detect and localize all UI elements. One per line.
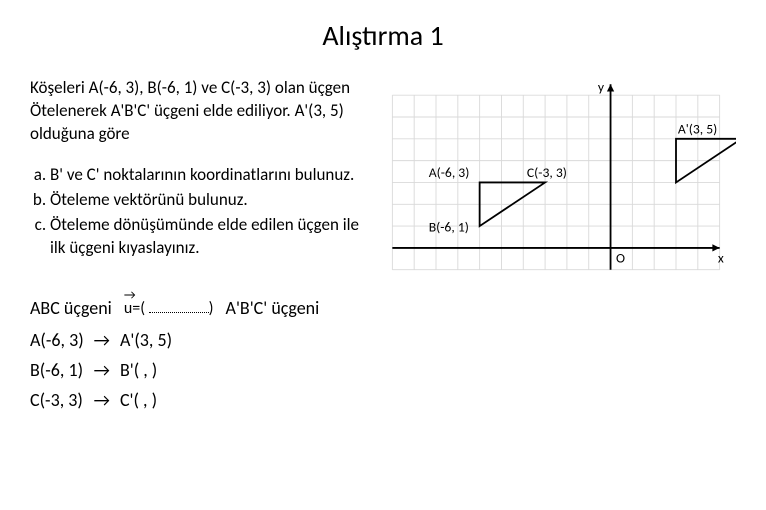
table-row: B(-6, 1) → B'( , ) [30, 355, 182, 385]
map-dst: B'( , ) [120, 355, 182, 385]
table-row: A(-6, 3) → A'(3, 5) [30, 325, 182, 355]
map-src: A(-6, 3) [30, 325, 94, 355]
translation-vector: → u=( ) [124, 299, 214, 318]
mapping-section: ABC üçgeni → u=( ) A'B'C' üçgeni A(-6, 3… [0, 277, 766, 415]
map-arrow-icon: → [94, 385, 120, 415]
question-a: B' ve C' noktalarının koordinatlarını bu… [50, 164, 376, 187]
intro-text: Köşeleri A(-6, 3), B(-6, 1) ve C(-3, 3) … [30, 77, 376, 146]
coordinate-diagram: y x O A(-6, 3) B(-6, 1) C(-3, 3) A'(3, 5) [376, 77, 736, 277]
mapping-table: A(-6, 3) → A'(3, 5) B(-6, 1) → B'( , ) C… [30, 325, 182, 415]
svg-text:y: y [598, 79, 605, 96]
table-row: C(-3, 3) → C'( , ) [30, 385, 182, 415]
svg-text:C(-3, 3): C(-3, 3) [527, 164, 567, 181]
dst-header: A'B'C' üçgeni [226, 297, 320, 319]
map-src: C(-3, 3) [30, 385, 94, 415]
question-c: Öteleme dönüşümünde elde edilen üçgen il… [50, 214, 376, 260]
page-title: Alıştırma 1 [0, 0, 766, 53]
left-column: Köşeleri A(-6, 3), B(-6, 1) ve C(-3, 3) … [30, 77, 376, 277]
svg-text:x: x [718, 249, 724, 266]
vec-blank [149, 301, 209, 313]
map-arrow-icon: → [94, 355, 120, 385]
svg-text:A'(3, 5): A'(3, 5) [678, 120, 717, 137]
map-dst: A'(3, 5) [120, 325, 182, 355]
svg-text:A(-6, 3): A(-6, 3) [429, 164, 470, 181]
mapping-header-row: ABC üçgeni → u=( ) A'B'C' üçgeni [30, 297, 736, 319]
question-b: Öteleme vektörünü bulunuz. [50, 189, 376, 212]
map-arrow-icon: → [94, 325, 120, 355]
svg-text:B(-6, 1): B(-6, 1) [429, 219, 469, 236]
diagram-container: y x O A(-6, 3) B(-6, 1) C(-3, 3) A'(3, 5) [376, 77, 736, 277]
map-src: B(-6, 1) [30, 355, 94, 385]
vector-arrow-icon: → [124, 288, 136, 303]
svg-text:O: O [616, 249, 625, 266]
map-dst: C'( , ) [120, 385, 182, 415]
vec-close: ) [209, 299, 214, 318]
src-header: ABC üçgeni [30, 297, 112, 319]
question-list: B' ve C' noktalarının koordinatlarını bu… [30, 164, 376, 260]
main-content: Köşeleri A(-6, 3), B(-6, 1) ve C(-3, 3) … [0, 53, 766, 277]
